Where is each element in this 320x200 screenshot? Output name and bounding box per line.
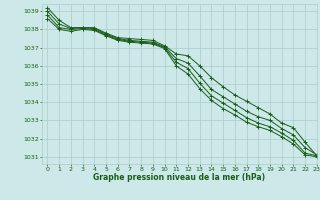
X-axis label: Graphe pression niveau de la mer (hPa): Graphe pression niveau de la mer (hPa)	[93, 173, 265, 182]
